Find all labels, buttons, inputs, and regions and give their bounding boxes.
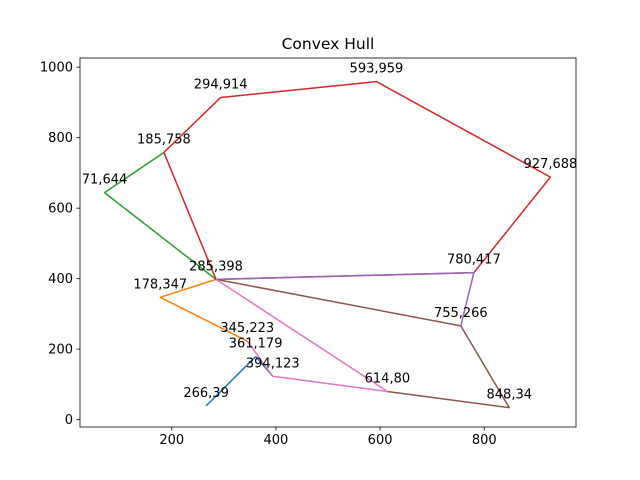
y-tick-label: 0 [65, 413, 73, 428]
point-label: 185,758 [137, 132, 191, 147]
y-tick-label: 1000 [40, 61, 73, 76]
point-label: 780,417 [447, 253, 501, 268]
series-line-5 [215, 271, 475, 327]
point-label: 755,266 [434, 306, 488, 321]
plot-area: 294,914 593,959 185,758 927,688 71,644 285,39… [40, 57, 578, 448]
point-label: 593,959 [350, 62, 404, 77]
point-label: 614,80 [365, 371, 411, 386]
axes-frame [79, 57, 577, 428]
series-line-7 [215, 278, 389, 393]
y-tick-label: 800 [48, 131, 73, 146]
chart-title: Convex Hull [282, 35, 375, 53]
series-line-6 [215, 278, 511, 409]
point-label: 927,688 [524, 157, 578, 172]
point-label: 266,39 [183, 386, 229, 401]
point-label: 394,123 [246, 356, 300, 371]
y-tick-label: 200 [48, 343, 73, 358]
x-tick-label: 800 [472, 433, 497, 448]
x-tick-label: 400 [263, 433, 288, 448]
x-tick-label: 200 [159, 433, 184, 448]
y-tick-label: 600 [48, 202, 73, 217]
point-label: 71,644 [82, 173, 128, 188]
series-line-1 [205, 355, 274, 407]
x-tick-label: 600 [368, 433, 393, 448]
series-line-3 [103, 151, 217, 280]
point-label: 294,914 [194, 77, 248, 92]
y-tick-label: 400 [48, 272, 73, 287]
point-label: 285,398 [189, 259, 243, 274]
point-label: 345,223 [220, 321, 274, 336]
series-line-2 [159, 278, 248, 342]
point-label: 848,34 [487, 388, 533, 403]
point-label: 361,179 [229, 337, 283, 352]
point-label: 178,347 [133, 277, 187, 292]
